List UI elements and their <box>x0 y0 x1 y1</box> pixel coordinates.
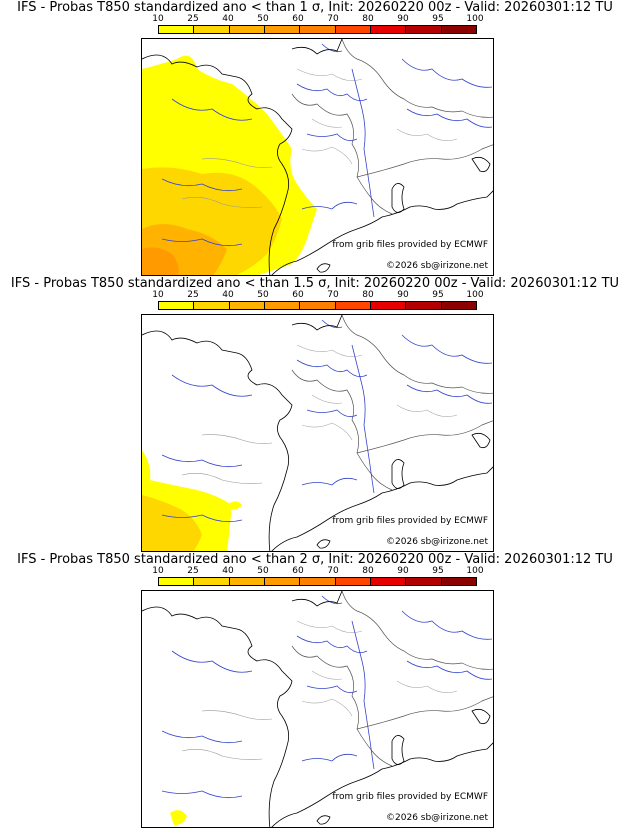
legend-swatch <box>194 578 230 585</box>
probability-map: from grib files provided by ECMWF ©2026 … <box>141 38 494 276</box>
copyright-credit: ©2026 sb@irizone.net <box>386 261 488 271</box>
legend-swatch <box>335 578 371 585</box>
legend-swatch <box>300 578 336 585</box>
legend-tick: 40 <box>222 14 234 24</box>
legend-tick: 60 <box>292 14 304 24</box>
legend-colorbar <box>158 577 477 586</box>
legend-ticks: 10 25 40 50 60 70 80 90 95 100 <box>150 290 490 302</box>
legend-tick: 95 <box>432 14 444 24</box>
legend-tick: 80 <box>362 14 374 24</box>
legend-colorbar <box>158 301 477 310</box>
legend-swatch <box>229 26 265 33</box>
legend-swatch <box>300 26 336 33</box>
legend-swatch <box>406 302 442 309</box>
legend-tick: 50 <box>257 14 269 24</box>
legend-tick: 90 <box>397 290 409 300</box>
probability-panel-2sigma: IFS - Probas T850 standardized ano < tha… <box>0 552 630 828</box>
legend-swatch <box>441 302 476 309</box>
legend-tick: 25 <box>187 290 199 300</box>
legend-tick: 80 <box>362 566 374 576</box>
legend-tick: 100 <box>466 14 484 24</box>
legend-tick: 95 <box>432 290 444 300</box>
legend-tick: 25 <box>187 14 199 24</box>
legend-colorbar <box>158 25 477 34</box>
legend-tick: 90 <box>397 566 409 576</box>
probability-map: from grib files provided by ECMWF ©2026 … <box>141 314 494 552</box>
legend-tick: 70 <box>327 566 339 576</box>
probability-panel-1p5sigma: IFS - Probas T850 standardized ano < tha… <box>0 276 630 552</box>
legend-swatch <box>264 26 301 33</box>
map-canvas <box>142 591 493 827</box>
legend-swatch <box>229 302 265 309</box>
legend-ticks: 10 25 40 50 60 70 80 90 95 100 <box>150 14 490 26</box>
data-source-credit: from grib files provided by ECMWF <box>332 240 488 250</box>
legend-tick: 60 <box>292 290 304 300</box>
copyright-credit: ©2026 sb@irizone.net <box>386 813 488 823</box>
legend-swatch <box>370 578 407 585</box>
panel-title: IFS - Probas T850 standardized ano < tha… <box>10 276 620 291</box>
legend-swatch <box>406 578 442 585</box>
legend-swatch <box>300 302 336 309</box>
probability-area-spot <box>170 810 187 825</box>
legend-tick: 70 <box>327 14 339 24</box>
data-source-credit: from grib files provided by ECMWF <box>332 792 488 802</box>
legend-swatch <box>441 578 476 585</box>
map-canvas <box>142 39 493 275</box>
panel-title: IFS - Probas T850 standardized ano < tha… <box>17 0 613 15</box>
legend-tick: 100 <box>466 290 484 300</box>
data-source-credit: from grib files provided by ECMWF <box>332 516 488 526</box>
legend-swatch <box>441 26 476 33</box>
probability-area-core <box>142 247 179 275</box>
probability-area-spot <box>230 501 242 510</box>
panel-title: IFS - Probas T850 standardized ano < tha… <box>17 552 613 567</box>
probability-area-med <box>142 495 202 551</box>
legend-tick: 40 <box>222 566 234 576</box>
legend-swatch <box>159 578 195 585</box>
legend-tick: 95 <box>432 566 444 576</box>
legend-swatch <box>194 26 230 33</box>
legend-swatch <box>370 302 407 309</box>
legend-tick: 10 <box>152 566 164 576</box>
legend-tick: 25 <box>187 566 199 576</box>
legend-swatch <box>194 302 230 309</box>
legend-swatch <box>264 578 301 585</box>
legend-tick: 50 <box>257 566 269 576</box>
map-canvas <box>142 315 493 551</box>
legend-tick: 10 <box>152 14 164 24</box>
legend-tick: 40 <box>222 290 234 300</box>
legend-tick: 50 <box>257 290 269 300</box>
legend-swatch <box>229 578 265 585</box>
legend-tick: 10 <box>152 290 164 300</box>
probability-map: from grib files provided by ECMWF ©2026 … <box>141 590 494 828</box>
legend-swatch <box>159 26 195 33</box>
legend-swatch <box>335 302 371 309</box>
legend-tick: 60 <box>292 566 304 576</box>
legend-swatch <box>335 26 371 33</box>
legend-swatch <box>370 26 407 33</box>
legend-tick: 70 <box>327 290 339 300</box>
legend-swatch <box>159 302 195 309</box>
legend-ticks: 10 25 40 50 60 70 80 90 95 100 <box>150 566 490 578</box>
legend-tick: 80 <box>362 290 374 300</box>
legend-tick: 90 <box>397 14 409 24</box>
legend-tick: 100 <box>466 566 484 576</box>
probability-panel-1sigma: IFS - Probas T850 standardized ano < tha… <box>0 0 630 276</box>
copyright-credit: ©2026 sb@irizone.net <box>386 537 488 547</box>
legend-swatch <box>264 302 301 309</box>
legend-swatch <box>406 26 442 33</box>
